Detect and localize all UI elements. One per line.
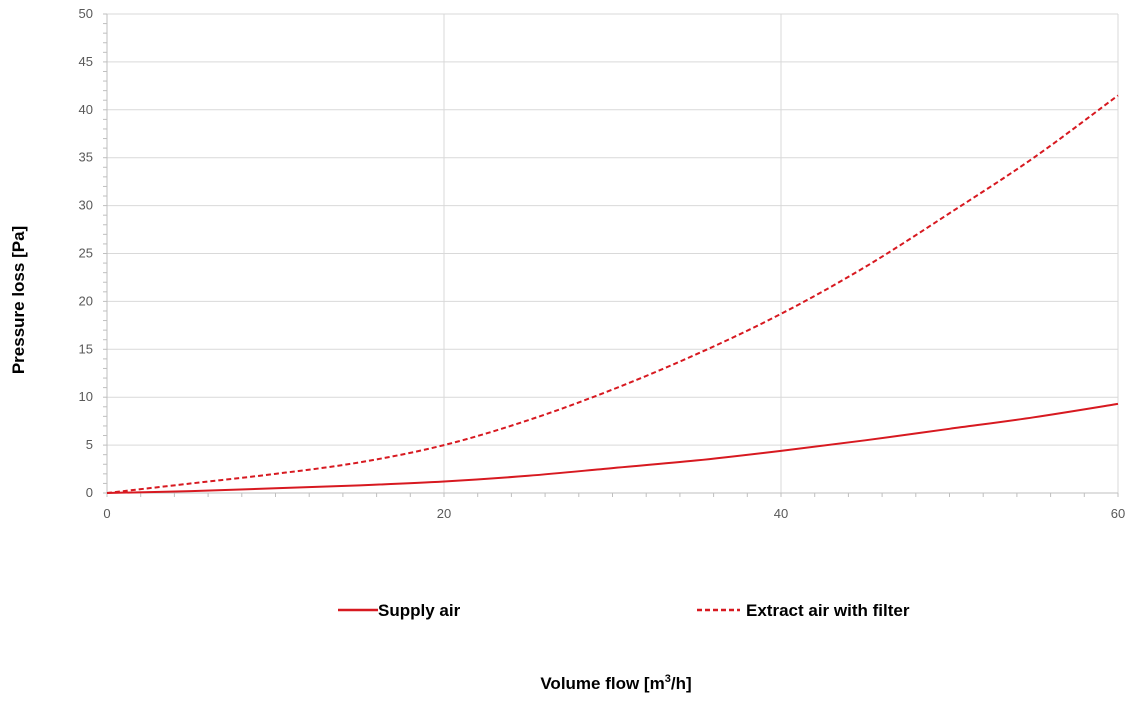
legend-label-extract-air: Extract air with filter (746, 601, 910, 620)
x-axis-title-main: Volume flow [m (540, 674, 664, 693)
x-axis-title-suffix: /h] (671, 674, 692, 693)
y-tick-label: 35 (79, 150, 93, 165)
y-tick-label: 40 (79, 102, 93, 117)
y-tick-label: 10 (79, 389, 93, 404)
y-tick-label: 50 (79, 6, 93, 21)
y-tick-label: 25 (79, 246, 93, 261)
grid-lines (107, 13, 1119, 493)
legend-label-supply-air: Supply air (378, 601, 461, 620)
y-tick-labels: 0 5 10 15 20 25 30 35 40 45 50 (79, 6, 93, 500)
series-line-supply-air (106, 402, 1119, 494)
x-axis-title: Volume flow [m3/h] (540, 673, 691, 693)
x-tick-label: 60 (1111, 506, 1125, 521)
x-tick-label: 0 (103, 506, 110, 521)
x-tick-label: 20 (437, 506, 451, 521)
series-line-extract-air-with-filter (106, 94, 1119, 494)
series-lines (106, 94, 1119, 494)
y-tick-label: 5 (86, 437, 93, 452)
axes (106, 14, 1118, 494)
y-tick-label: 45 (79, 54, 93, 69)
y-tick-label: 0 (86, 485, 93, 500)
y-tick-label: 15 (79, 341, 93, 356)
y-tick-label: 20 (79, 293, 93, 308)
legend: Supply air Extract air with filter (338, 601, 910, 620)
y-tick-label: 30 (79, 198, 93, 213)
x-tick-labels: 0 20 40 60 (103, 506, 1125, 521)
x-axis-title-sup: 3 (665, 673, 671, 685)
y-axis-title: Pressure loss [Pa] (9, 226, 28, 374)
minor-ticks (103, 13, 1119, 497)
x-tick-label: 40 (774, 506, 788, 521)
